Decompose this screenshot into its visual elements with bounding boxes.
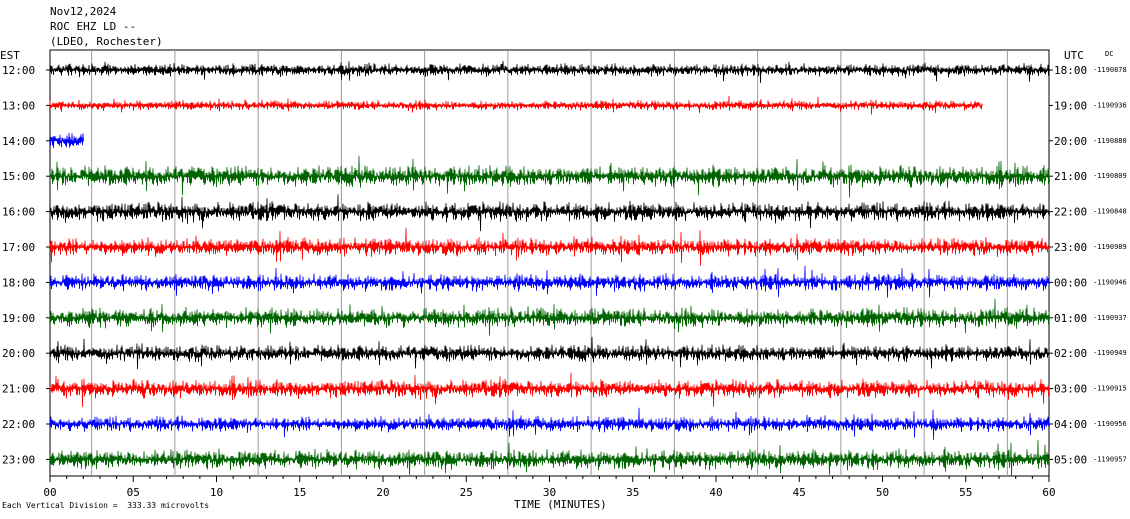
dc-offset-label: -1190915 bbox=[1093, 385, 1127, 393]
station-label: ROC EHZ LD -- bbox=[50, 20, 137, 33]
right-hour-label: 22:00 bbox=[1054, 206, 1087, 219]
x-tick-label: 15 bbox=[293, 486, 306, 499]
seismic-trace bbox=[49, 439, 1050, 477]
left-hour-label: 17:00 bbox=[2, 241, 35, 254]
x-tick-label: 00 bbox=[43, 486, 56, 499]
x-tick-label: 30 bbox=[543, 486, 556, 499]
dc-offset-label: -1190989 bbox=[1093, 243, 1127, 251]
right-hour-label: 19:00 bbox=[1054, 99, 1087, 112]
left-hour-label: 21:00 bbox=[2, 383, 35, 396]
right-hour-label: 01:00 bbox=[1054, 312, 1087, 325]
right-hour-label: 23:00 bbox=[1054, 241, 1087, 254]
seismic-trace bbox=[49, 155, 1050, 198]
x-tick-label: 50 bbox=[876, 486, 889, 499]
seismic-trace bbox=[49, 298, 1050, 336]
left-timezone-label: EST bbox=[0, 49, 20, 62]
left-hour-label: 19:00 bbox=[2, 312, 35, 325]
network-label: (LDEO, Rochester) bbox=[50, 35, 163, 48]
x-tick-label: 55 bbox=[959, 486, 972, 499]
x-tick-label: 10 bbox=[210, 486, 223, 499]
seismic-trace bbox=[49, 407, 1050, 440]
dc-offset-label: -1190809 bbox=[1093, 172, 1127, 180]
right-hour-label: 03:00 bbox=[1054, 383, 1087, 396]
seismic-trace bbox=[49, 227, 1050, 266]
right-hour-label: 04:00 bbox=[1054, 418, 1087, 431]
dc-offset-label: -1190937 bbox=[1093, 314, 1127, 322]
seismic-trace bbox=[49, 60, 1050, 84]
x-tick-label: 25 bbox=[460, 486, 473, 499]
dc-offset-label: -1190956 bbox=[1093, 420, 1127, 428]
right-hour-label: 20:00 bbox=[1054, 135, 1087, 148]
plot-frame bbox=[49, 49, 1050, 477]
right-hour-label: 00:00 bbox=[1054, 276, 1087, 289]
left-hour-label: 22:00 bbox=[2, 418, 35, 431]
x-tick-label: 40 bbox=[709, 486, 722, 499]
seismic-trace bbox=[49, 265, 1050, 298]
seismic-trace bbox=[49, 336, 1050, 370]
dc-offset-label: -1190848 bbox=[1093, 208, 1127, 216]
x-tick-label: 60 bbox=[1042, 486, 1055, 499]
x-tick-label: 35 bbox=[626, 486, 639, 499]
left-hour-label: 14:00 bbox=[2, 135, 35, 148]
dc-offset-label: -1190880 bbox=[1093, 137, 1127, 145]
x-tick-label: 45 bbox=[793, 486, 806, 499]
scale-footer: Each Vertical Division = 333.33 microvol… bbox=[2, 501, 210, 510]
right-hour-label: 18:00 bbox=[1054, 64, 1087, 77]
left-hour-label: 18:00 bbox=[2, 276, 35, 289]
dc-offset-label: -1190946 bbox=[1093, 278, 1127, 286]
left-hour-label: 20:00 bbox=[2, 347, 35, 360]
dc-offset-label: -1190878 bbox=[1093, 66, 1127, 74]
right-hour-label: 05:00 bbox=[1054, 453, 1087, 466]
seismic-trace bbox=[49, 132, 84, 149]
dc-offset-label: -1190949 bbox=[1093, 349, 1127, 357]
left-hour-label: 23:00 bbox=[2, 453, 35, 466]
dc-label: DC bbox=[1105, 50, 1114, 58]
dc-offset-label: -1190936 bbox=[1093, 101, 1127, 109]
right-hour-label: 21:00 bbox=[1054, 170, 1087, 183]
left-hour-label: 12:00 bbox=[2, 64, 35, 77]
left-hour-label: 16:00 bbox=[2, 206, 35, 219]
seismic-trace bbox=[49, 95, 983, 115]
x-axis-title: TIME (MINUTES) bbox=[514, 498, 607, 511]
x-tick-label: 05 bbox=[127, 486, 140, 499]
left-hour-label: 15:00 bbox=[2, 170, 35, 183]
left-hour-label: 13:00 bbox=[2, 99, 35, 112]
x-tick-label: 20 bbox=[376, 486, 389, 499]
seismic-trace bbox=[49, 372, 1050, 408]
right-timezone-label: UTC bbox=[1064, 49, 1084, 62]
seismic-trace bbox=[49, 194, 1050, 232]
right-hour-label: 02:00 bbox=[1054, 347, 1087, 360]
date-label: Nov12,2024 bbox=[50, 5, 117, 18]
dc-offset-label: -1190957 bbox=[1093, 455, 1127, 463]
